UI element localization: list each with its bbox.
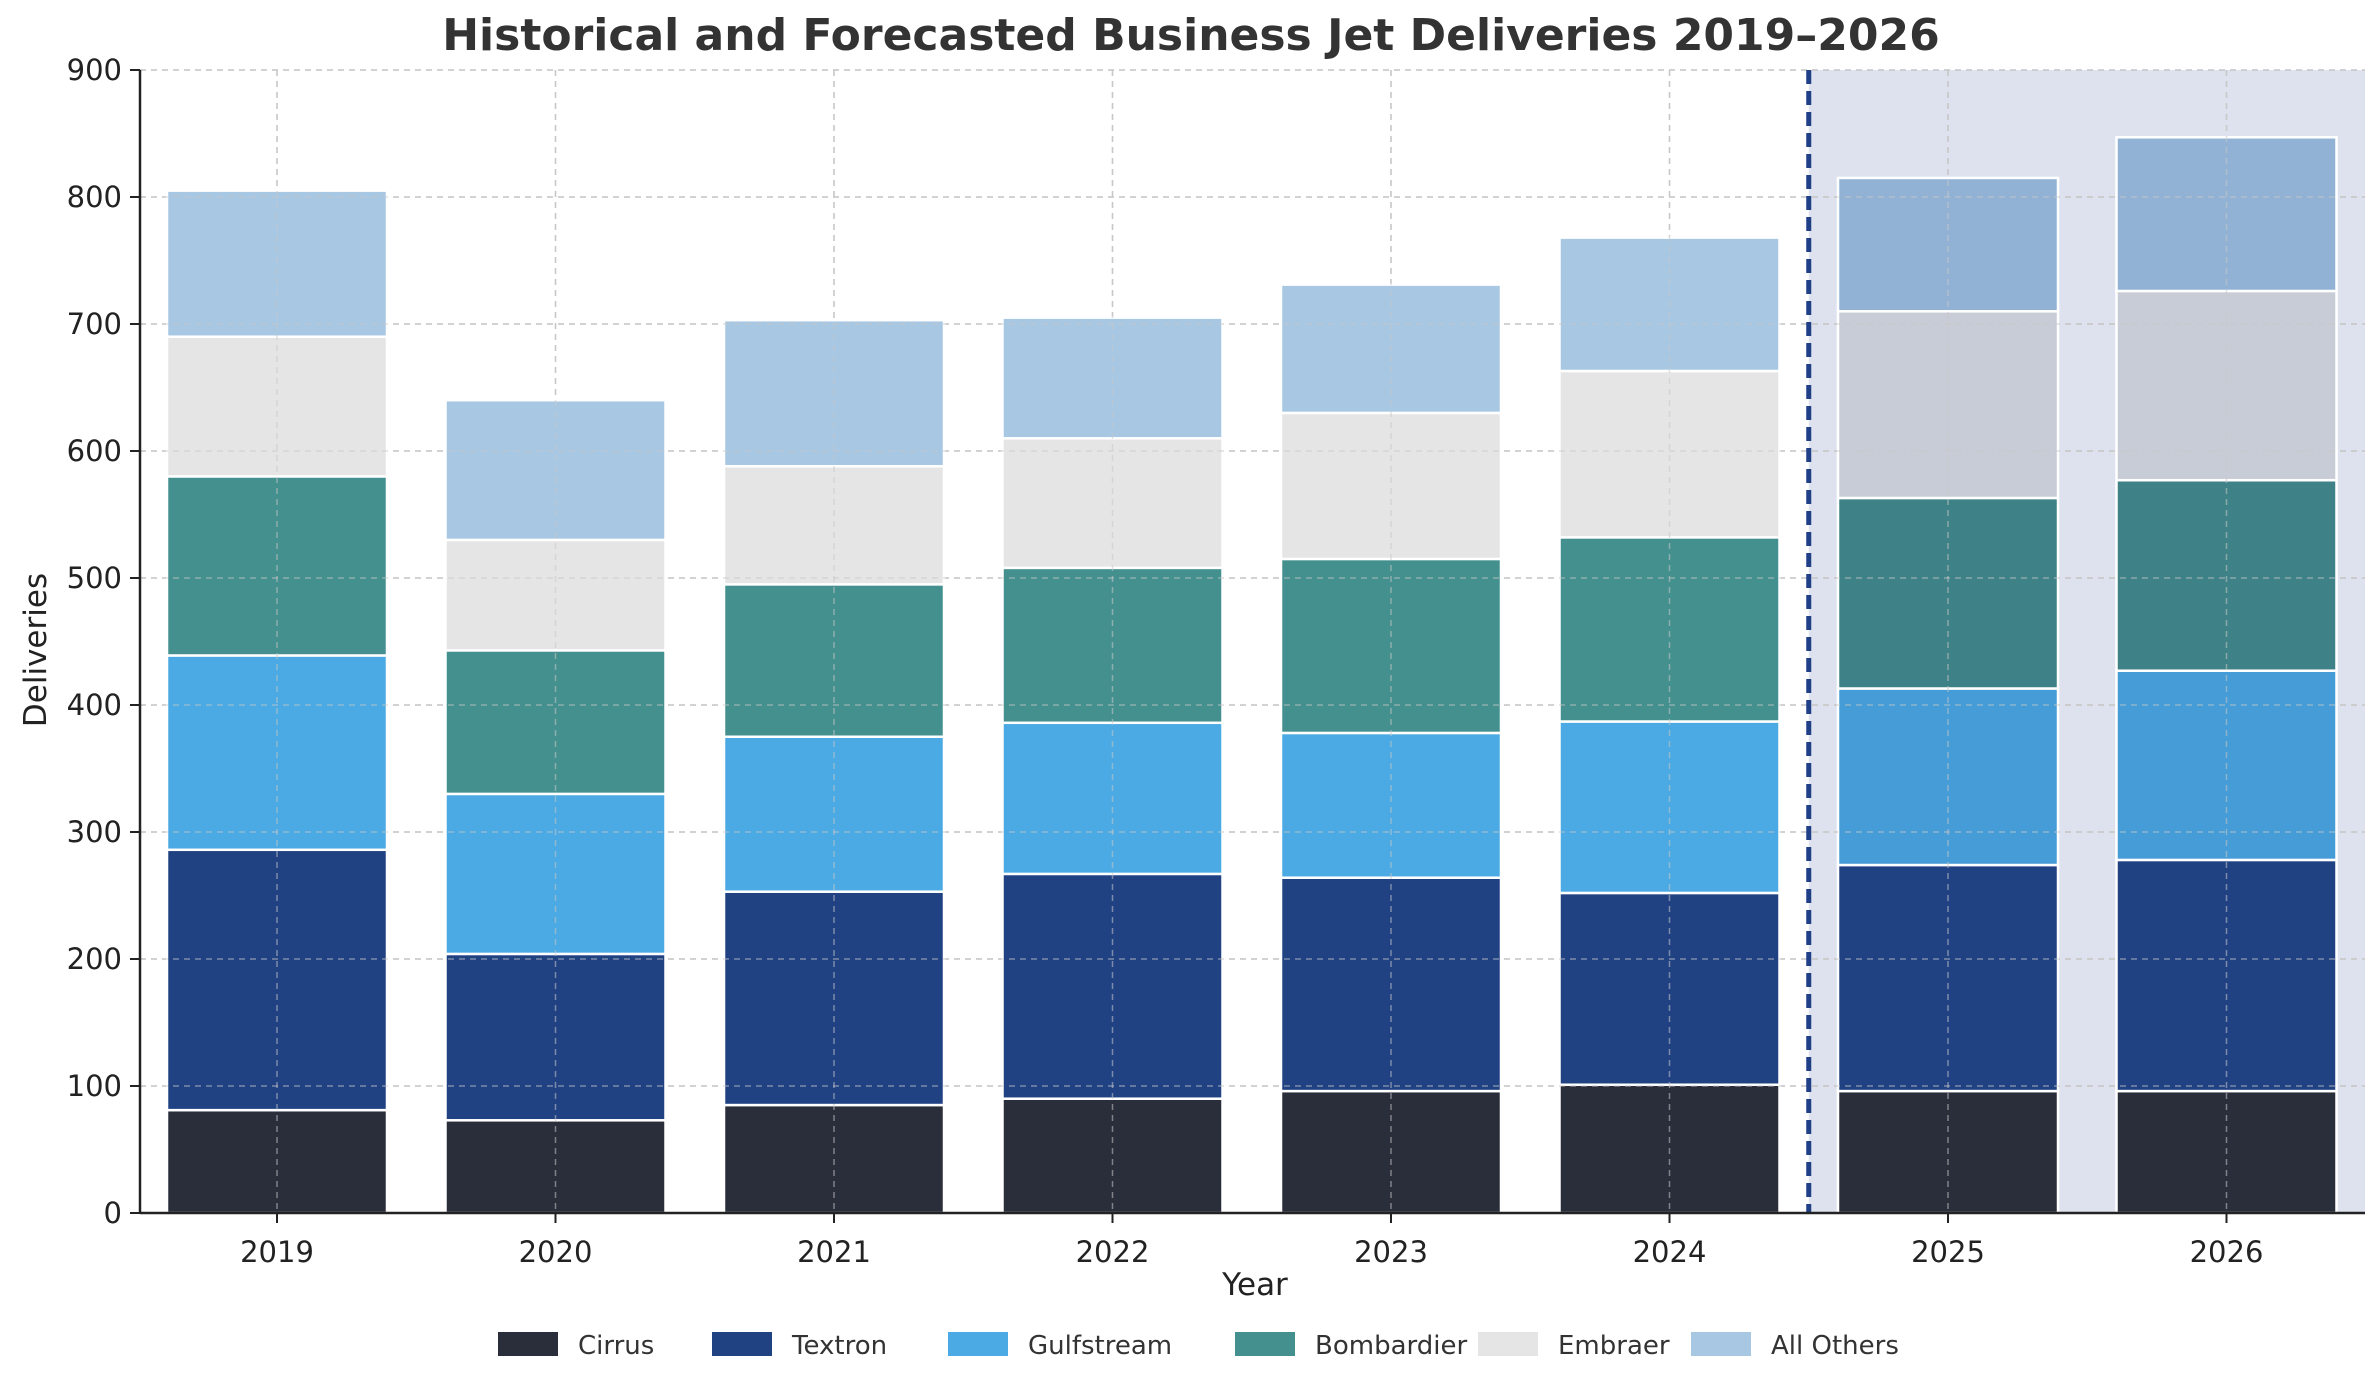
x-tick-label: 2019 [240, 1235, 314, 1269]
bar-embraer-2026 [2115, 289, 2338, 482]
x-tick-label: 2024 [1633, 1235, 1707, 1269]
legend: Cirrus Textron Gulfstream Bombardier Embraer… [498, 1331, 1899, 1361]
y-tick-label: 500 [67, 561, 122, 595]
legend-swatch-gulfstream [948, 1332, 1008, 1356]
legend-swatch-cirrus [498, 1332, 558, 1356]
y-axis-label: Deliveries [18, 573, 54, 727]
bar-cirrus-2020 [444, 1119, 667, 1215]
bar-gulfstream-2021 [722, 735, 946, 893]
y-tick-label: 400 [67, 688, 122, 722]
bar-bombardier-2024 [1558, 536, 1781, 723]
y-tick-label: 600 [67, 434, 122, 468]
x-tick-label: 2025 [1911, 1235, 1985, 1269]
legend-swatch-textron [712, 1332, 772, 1356]
legend-label-embraer: Embraer [1558, 1331, 1670, 1361]
legend-swatch-embraer [1478, 1332, 1538, 1356]
y-tick-label: 100 [67, 1069, 122, 1103]
bar-textron-2019 [165, 848, 389, 1112]
bars [140, 69, 2365, 1215]
x-tick-label: 2026 [2190, 1235, 2264, 1269]
y-tick-label: 0 [104, 1196, 122, 1230]
legend-label-gulfstream: Gulfstream [1028, 1331, 1172, 1361]
tick-labels: 0 100 200 300 400 500 600 700 800 900 2019 2020 2021… [67, 53, 2264, 1269]
legend-swatch-all-others [1691, 1332, 1751, 1356]
y-tick-label: 700 [67, 307, 122, 341]
x-tick-label: 2021 [797, 1235, 871, 1269]
x-tick-label: 2020 [519, 1235, 593, 1269]
legend-label-cirrus: Cirrus [578, 1331, 654, 1361]
x-tick-label: 2023 [1354, 1235, 1428, 1269]
legend-label-all-others: All Others [1771, 1331, 1899, 1361]
y-tick-label: 200 [67, 942, 122, 976]
legend-swatch-bombardier [1235, 1332, 1295, 1356]
bar-all-others-2025 [1836, 176, 2060, 313]
x-tick-label: 2022 [1076, 1235, 1150, 1269]
axes [138, 70, 2365, 1215]
y-tick-label: 800 [67, 180, 122, 214]
x-axis-label: Year [1221, 1267, 1288, 1303]
y-tick-label: 900 [67, 53, 122, 87]
legend-label-bombardier: Bombardier [1315, 1331, 1467, 1361]
legend-label-textron: Textron [791, 1331, 887, 1361]
chart-title: Historical and Forecasted Business Jet D… [442, 10, 1940, 61]
y-tick-label: 300 [67, 815, 122, 849]
